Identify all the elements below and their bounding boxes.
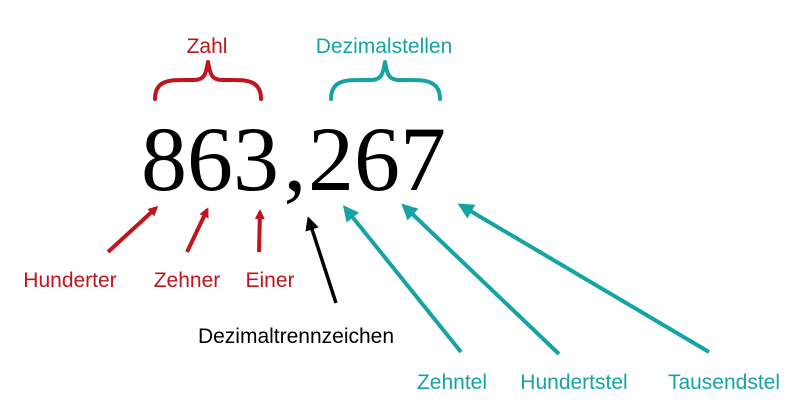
separator-label: Dezimaltrennzeichen xyxy=(198,325,394,348)
integer-group-brace xyxy=(153,60,263,101)
tenths-label: Zehntel xyxy=(417,371,487,394)
number-decimal-part: 267 xyxy=(308,108,446,210)
tenths-arrow xyxy=(342,205,463,354)
thousandths-arrow xyxy=(457,203,711,354)
tens-label: Zehner xyxy=(154,269,221,292)
hundreds-arrow xyxy=(106,205,159,254)
number-integer-part: 863 xyxy=(141,108,279,210)
hundredths-label: Hundertstel xyxy=(520,371,627,394)
integer-group-label: Zahl xyxy=(187,35,228,58)
decimal-group-label: Dezimalstellen xyxy=(316,35,453,58)
hundreds-label: Hunderter xyxy=(23,269,116,292)
ones-label: Einer xyxy=(245,269,294,292)
hundredths-arrow xyxy=(401,203,561,356)
ones-arrow xyxy=(254,209,265,253)
thousandths-label: Tausendstel xyxy=(668,371,780,394)
decimal-group-brace xyxy=(329,60,442,101)
separator-arrow xyxy=(305,216,338,304)
decimal-separator: , xyxy=(284,108,307,210)
tens-arrow xyxy=(185,207,209,253)
